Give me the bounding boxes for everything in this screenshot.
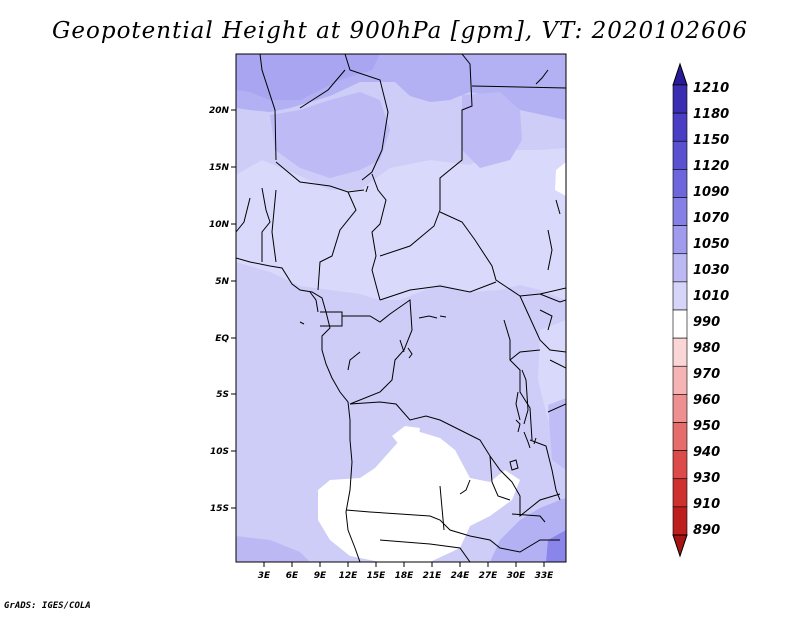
lon-label: 9E bbox=[314, 571, 327, 581]
field-1010-north bbox=[236, 148, 566, 300]
colorbar-segment bbox=[672, 450, 688, 480]
colorbar-label: 950 bbox=[693, 419, 720, 434]
colorbar-segment bbox=[672, 309, 688, 339]
map-frame bbox=[235, 53, 567, 563]
colorbar-label: 1070 bbox=[693, 211, 729, 226]
colorbar-segment bbox=[672, 478, 688, 508]
lon-label: 12E bbox=[339, 571, 359, 581]
colorbar-segment bbox=[672, 337, 688, 367]
colorbar-bottom-arrow bbox=[672, 534, 688, 558]
colorbar-label: 960 bbox=[693, 393, 720, 408]
colorbar-label: 940 bbox=[693, 445, 720, 460]
lon-label: 15E bbox=[367, 571, 387, 581]
field-990-patch bbox=[392, 426, 420, 446]
colorbar-label: 1050 bbox=[693, 237, 729, 252]
colorbar-segment bbox=[672, 506, 688, 536]
field-1090-se bbox=[546, 530, 566, 562]
colorbar-label: 1150 bbox=[693, 133, 729, 148]
colorbar-segment bbox=[672, 225, 688, 255]
lat-label: 5S bbox=[216, 390, 229, 400]
colorbar-segment bbox=[672, 253, 688, 283]
colorbar-segment bbox=[672, 281, 688, 311]
colorbar-label: 990 bbox=[693, 315, 720, 330]
lon-label: 18E bbox=[395, 571, 415, 581]
colorbar-segment bbox=[672, 422, 688, 451]
colorbar-segment bbox=[672, 197, 688, 226]
lon-label: 21E bbox=[423, 571, 443, 581]
colorbar-label: 890 bbox=[693, 523, 720, 538]
field-990-east-patch bbox=[555, 162, 566, 196]
lat-label: 15N bbox=[209, 163, 230, 173]
colorbar-label: 980 bbox=[693, 341, 720, 356]
colorbar-label: 910 bbox=[693, 497, 720, 512]
colorbar-label: 1010 bbox=[693, 289, 729, 304]
lat-label: 15S bbox=[210, 504, 229, 514]
lon-label: 27E bbox=[479, 571, 499, 581]
lon-ticks bbox=[263, 562, 545, 567]
field-1030-sw bbox=[236, 536, 310, 562]
lat-label: 5N bbox=[215, 277, 229, 287]
lat-label: 10N bbox=[209, 220, 230, 230]
colorbar-segment bbox=[672, 394, 688, 423]
colorbar-top-arrow bbox=[672, 62, 688, 86]
colorbar-label: 1120 bbox=[693, 159, 729, 174]
lon-label: 30E bbox=[507, 571, 527, 581]
lon-label: 24E bbox=[451, 571, 471, 581]
height-field bbox=[236, 54, 566, 562]
lakes bbox=[299, 315, 537, 495]
colorbar-segment bbox=[672, 365, 688, 395]
colorbar-segment bbox=[672, 169, 688, 198]
lat-labels: 20N 15N 10N 5N EQ 5S 10S 15S bbox=[209, 106, 230, 514]
field-1050-se bbox=[490, 498, 566, 562]
colorbar-label: 1030 bbox=[693, 263, 729, 278]
colorbar-label: 930 bbox=[693, 471, 720, 486]
lat-label: 20N bbox=[209, 106, 230, 116]
lon-label: 3E bbox=[258, 571, 271, 581]
field-1070-north bbox=[236, 54, 380, 100]
lon-labels: 3E 6E 9E 12E 15E 18E 21E 24E 27E 30E 33E bbox=[258, 571, 554, 581]
lon-label: 33E bbox=[535, 571, 555, 581]
lon-label: 6E bbox=[286, 571, 299, 581]
country-borders bbox=[236, 54, 566, 562]
footer-credit: GrADS: IGES/COLA bbox=[4, 601, 91, 611]
map-title: Geopotential Height at 900hPa [gpm], VT:… bbox=[52, 18, 748, 44]
colorbar-label: 1180 bbox=[693, 107, 729, 122]
field-1050-east bbox=[548, 398, 566, 470]
lat-ticks bbox=[231, 109, 236, 509]
colorbar-label: 970 bbox=[693, 367, 720, 382]
field-990-angola bbox=[318, 432, 520, 562]
field-1050-sahel bbox=[270, 92, 390, 178]
field-1050-chad bbox=[462, 92, 522, 168]
lat-label: 10S bbox=[210, 447, 229, 457]
lat-label: EQ bbox=[215, 334, 229, 344]
colorbar-segment bbox=[672, 84, 688, 114]
colorbar-segment bbox=[672, 140, 688, 170]
colorbar-label: 1090 bbox=[693, 185, 729, 200]
colorbar-label: 1210 bbox=[693, 81, 729, 96]
colorbar: 1210 1180 1150 1120 1090 1070 1050 1030 1010 990 9… bbox=[672, 62, 729, 558]
colorbar-segment bbox=[672, 112, 688, 142]
